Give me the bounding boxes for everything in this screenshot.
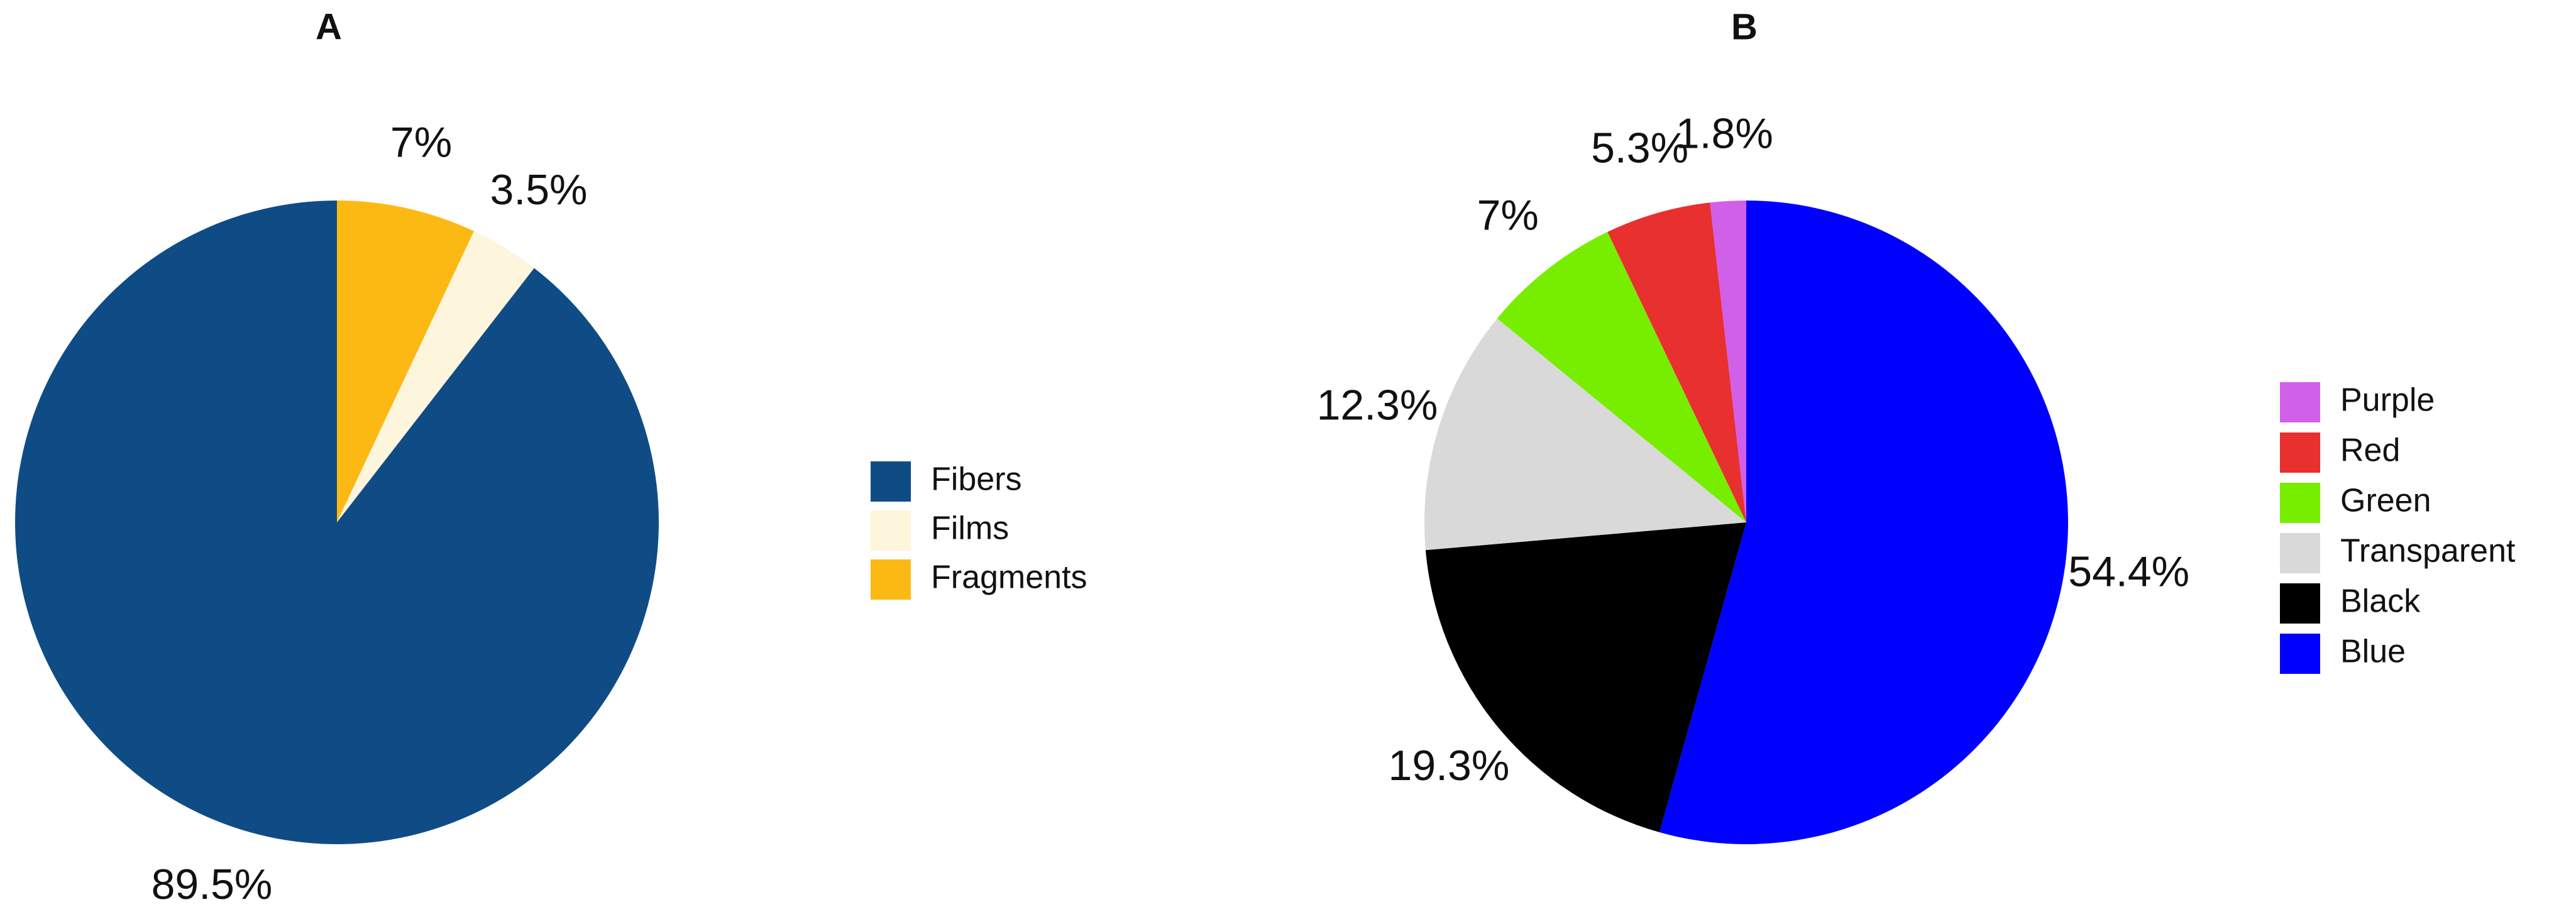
pie-slice [1607, 202, 1746, 522]
legend-swatch [2280, 483, 2320, 523]
slice-label: 3.5% [490, 166, 588, 214]
slice-label: 54.4% [2068, 548, 2189, 596]
legend-label: Transparent [2340, 533, 2516, 570]
legend-label: Blue [2340, 634, 2406, 670]
slice-label: 12.3% [1317, 382, 1438, 429]
pie-slice [337, 201, 474, 522]
legend-label: Green [2340, 483, 2431, 519]
legend-swatch [871, 510, 911, 551]
slice-label: 1.8% [1676, 110, 1773, 158]
pie-slice [337, 231, 534, 522]
chart-title: A [316, 6, 342, 47]
legend-swatch [871, 559, 911, 600]
chart-title: B [1731, 6, 1758, 47]
pie-slice [1425, 522, 1746, 833]
legend-swatch [2280, 533, 2320, 573]
legend-swatch [2280, 583, 2320, 624]
legend-label: Red [2340, 432, 2400, 469]
legend-label: Fragments [931, 559, 1087, 596]
legend-label: Black [2340, 583, 2421, 620]
legend-label: Purple [2340, 382, 2435, 419]
legend-swatch [2280, 432, 2320, 473]
pie-slice [1710, 201, 1746, 522]
pie-slice [1659, 201, 2069, 844]
legend-swatch [2280, 634, 2320, 674]
pie-slice [14, 201, 659, 844]
slice-label: 89.5% [151, 861, 273, 908]
pie-slice [1424, 318, 1746, 551]
legend-swatch [2280, 382, 2320, 422]
slice-label: 7% [390, 118, 452, 166]
slice-label: 5.3% [1591, 124, 1688, 172]
slice-label: 19.3% [1389, 742, 1510, 790]
legend-label: Fibers [931, 461, 1021, 498]
legend-label: Films [931, 510, 1009, 547]
slice-label: 7% [1477, 192, 1539, 239]
legend-swatch [871, 461, 911, 502]
pie-slice [1497, 232, 1746, 522]
